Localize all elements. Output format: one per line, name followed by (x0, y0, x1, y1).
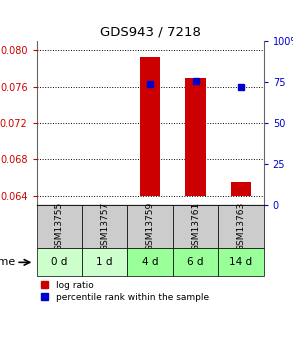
Text: GSM13761: GSM13761 (191, 202, 200, 251)
Text: 0 d: 0 d (51, 257, 67, 267)
Bar (37, 205, 82, 248)
Bar (185, 78, 206, 196)
Text: GSM13757: GSM13757 (100, 202, 109, 251)
Bar (127, 205, 173, 248)
Title: GDS943 / 7218: GDS943 / 7218 (100, 26, 201, 39)
Text: GSM13763: GSM13763 (236, 202, 246, 251)
Bar (231, 182, 251, 196)
Text: time: time (0, 257, 16, 267)
Text: GSM13759: GSM13759 (146, 202, 155, 251)
Bar (218, 248, 264, 276)
Bar (82, 248, 127, 276)
Text: 4 d: 4 d (142, 257, 159, 267)
Bar (140, 57, 160, 196)
Text: GSM13755: GSM13755 (55, 202, 64, 251)
Text: 14 d: 14 d (229, 257, 253, 267)
Bar (218, 205, 264, 248)
Text: 1 d: 1 d (96, 257, 113, 267)
Bar (37, 248, 82, 276)
Bar (82, 205, 127, 248)
Text: 6 d: 6 d (187, 257, 204, 267)
Bar (173, 248, 218, 276)
Bar (127, 248, 173, 276)
Legend: log ratio, percentile rank within the sample: log ratio, percentile rank within the sa… (41, 281, 209, 302)
Bar (173, 205, 218, 248)
